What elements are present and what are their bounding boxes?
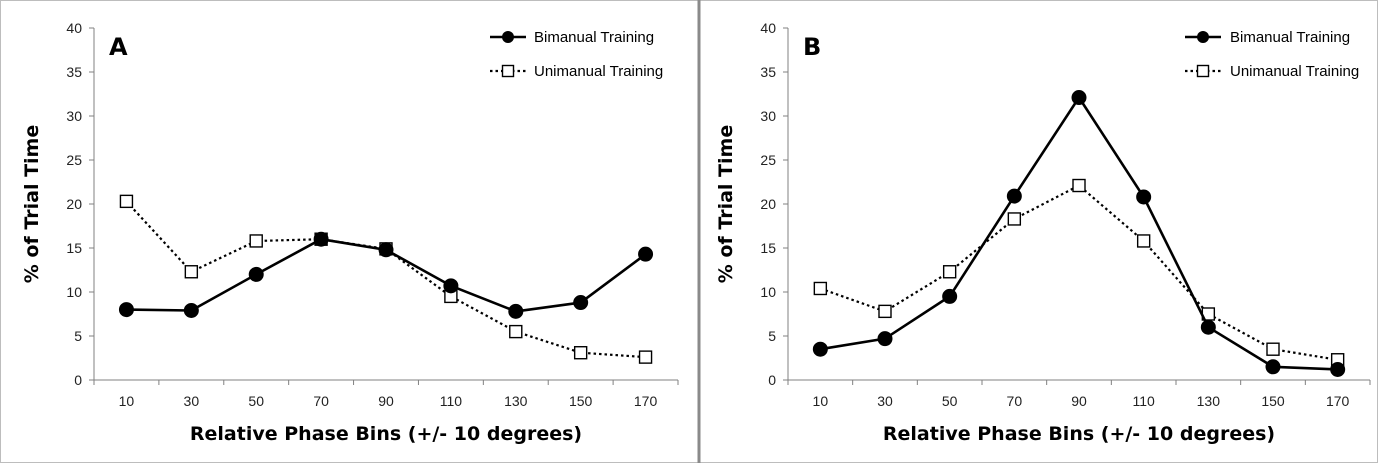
- panel-letter: A: [109, 33, 128, 61]
- y-tick-label: 20: [66, 196, 82, 212]
- x-tick-label: 30: [877, 393, 893, 409]
- data-point-unimanual-training: [1136, 234, 1151, 248]
- y-tick-label: 10: [66, 284, 82, 300]
- data-point-unimanual-training: [1266, 342, 1280, 356]
- x-tick-label: 90: [378, 393, 394, 409]
- data-point-bimanual-training: [118, 302, 134, 318]
- legend-marker-bimanual-training: [502, 31, 514, 43]
- legend-marker-unimanual-training: [501, 64, 515, 78]
- data-point-bimanual-training: [443, 278, 459, 294]
- series-line-unimanual-training: [819, 184, 1338, 361]
- y-tick-label: 30: [66, 108, 82, 124]
- x-tick-label: 70: [1007, 393, 1023, 409]
- y-tick-label: 15: [760, 240, 776, 256]
- x-tick-label: 90: [1071, 393, 1087, 409]
- y-tick-label: 25: [66, 152, 82, 168]
- x-axis-title: Relative Phase Bins (+/- 10 degrees): [883, 423, 1275, 445]
- data-point-bimanual-training: [638, 246, 654, 262]
- chart-panel-a: 0 5 10 15 20 25 30 35 40 10 30 50 70 90 110 130 150 170 % …: [21, 20, 679, 445]
- data-point-bimanual-training: [508, 303, 524, 319]
- data-point-unimanual-training: [249, 234, 263, 248]
- y-tick-label: 40: [760, 20, 776, 36]
- x-axis-title: Relative Phase Bins (+/- 10 degrees): [190, 423, 582, 445]
- y-tick-label: 30: [760, 108, 776, 124]
- data-point-unimanual-training: [813, 281, 828, 296]
- x-tick-label: 10: [119, 393, 135, 409]
- data-point-unimanual-training: [1007, 212, 1022, 226]
- x-tick-label: 170: [634, 393, 658, 409]
- y-axis-title: % of Trial Time: [715, 125, 737, 283]
- data-point-bimanual-training: [183, 302, 199, 318]
- y-tick-label: 20: [760, 196, 776, 212]
- data-point-bimanual-training: [812, 341, 828, 357]
- data-point-bimanual-training: [378, 242, 394, 258]
- legend-marker-unimanual-training: [1196, 64, 1210, 78]
- panel-letter: B: [803, 33, 821, 61]
- data-point-bimanual-training: [573, 295, 589, 311]
- data-point-unimanual-training: [638, 350, 653, 364]
- x-tick-label: 150: [1261, 393, 1285, 409]
- legend-label-unimanual-training: Unimanual Training: [534, 63, 663, 80]
- data-point-bimanual-training: [1136, 189, 1152, 205]
- y-tick-label: 5: [768, 328, 776, 344]
- x-tick-label: 110: [440, 393, 463, 409]
- y-tick-label: 0: [74, 372, 82, 388]
- y-tick-label: 10: [760, 284, 776, 300]
- x-tick-label: 170: [1326, 393, 1350, 409]
- series-line-bimanual-training: [820, 96, 1338, 371]
- y-tick-label: 5: [74, 328, 82, 344]
- chart-panel-b: 0 5 10 15 20 25 30 35 40 10 30 50 70 90 110 130 150 170 % …: [715, 20, 1371, 445]
- data-point-unimanual-training: [573, 346, 588, 360]
- data-point-bimanual-training: [942, 288, 958, 304]
- x-tick-label: 30: [184, 393, 200, 409]
- data-point-unimanual-training: [119, 194, 134, 209]
- data-point-unimanual-training: [1072, 178, 1086, 193]
- x-tick-label: 50: [942, 393, 958, 409]
- data-point-bimanual-training: [248, 266, 264, 282]
- data-point-unimanual-training: [509, 324, 523, 339]
- x-tick-label: 10: [813, 393, 829, 409]
- x-tick-label: 150: [569, 393, 593, 409]
- y-axis-title: % of Trial Time: [21, 125, 43, 283]
- x-tick-label: 70: [313, 393, 329, 409]
- legend-label-bimanual-training: Bimanual Training: [534, 29, 654, 46]
- data-point-bimanual-training: [877, 331, 893, 347]
- data-point-bimanual-training: [313, 231, 329, 247]
- y-tick-label: 35: [66, 64, 82, 80]
- legend-label-bimanual-training: Bimanual Training: [1230, 29, 1350, 46]
- x-tick-label: 110: [1133, 393, 1156, 409]
- y-tick-label: 0: [768, 372, 776, 388]
- x-tick-label: 130: [1197, 393, 1221, 409]
- data-point-bimanual-training: [1071, 90, 1087, 106]
- x-tick-label: 50: [248, 393, 264, 409]
- data-point-bimanual-training: [1006, 188, 1022, 204]
- series-line-unimanual-training: [125, 200, 646, 359]
- y-tick-label: 25: [760, 152, 776, 168]
- data-point-unimanual-training: [942, 265, 957, 279]
- data-point-bimanual-training: [1200, 319, 1216, 335]
- y-tick-label: 40: [66, 20, 82, 36]
- legend-label-unimanual-training: Unimanual Training: [1230, 63, 1359, 80]
- x-tick-label: 130: [504, 393, 528, 409]
- legend-marker-bimanual-training: [1197, 31, 1209, 43]
- y-tick-label: 35: [760, 64, 776, 80]
- data-point-bimanual-training: [1265, 359, 1281, 375]
- data-point-unimanual-training: [184, 265, 199, 279]
- data-point-unimanual-training: [878, 304, 892, 319]
- y-tick-label: 15: [66, 240, 82, 256]
- data-point-bimanual-training: [1330, 361, 1346, 377]
